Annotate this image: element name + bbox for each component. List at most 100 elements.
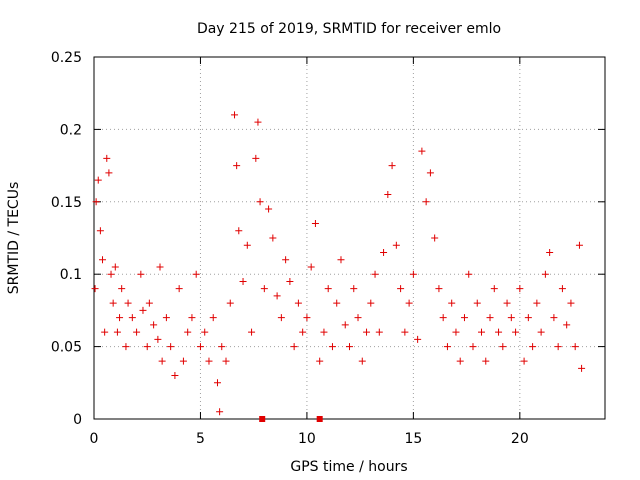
data-point: [341, 321, 349, 329]
data-point: [367, 299, 375, 307]
data-point: [231, 111, 239, 119]
data-point: [113, 328, 121, 336]
x-tick-label: 20: [511, 431, 529, 447]
data-point: [101, 328, 109, 336]
data-point: [550, 314, 558, 322]
data-point: [426, 169, 434, 177]
data-point: [239, 277, 247, 285]
data-point: [409, 270, 417, 278]
data-point: [465, 270, 473, 278]
data-point: [286, 277, 294, 285]
zero-marker: [316, 416, 323, 422]
data-point: [439, 314, 447, 322]
data-point: [99, 256, 107, 264]
data-point: [358, 357, 366, 365]
data-point: [541, 270, 549, 278]
data-point: [473, 299, 481, 307]
axis-ticks: 0 5 10 15 20 0 0.05 0.1 0.15 0.2 0.25: [51, 50, 605, 447]
data-point: [299, 328, 307, 336]
data-point: [103, 154, 111, 162]
data-point: [537, 328, 545, 336]
data-point: [371, 270, 379, 278]
data-point: [158, 357, 166, 365]
data-point: [571, 343, 579, 351]
data-point: [380, 248, 388, 256]
y-tick-label: 0.15: [51, 195, 82, 211]
data-point: [107, 270, 115, 278]
x-tick-label: 0: [90, 431, 99, 447]
data-point: [133, 328, 141, 336]
data-point: [122, 343, 130, 351]
data-point: [316, 357, 324, 365]
data-point: [179, 357, 187, 365]
data-point: [516, 285, 524, 293]
data-point: [435, 285, 443, 293]
data-point: [260, 285, 268, 293]
plot-frame: [93, 56, 606, 420]
data-point: [303, 314, 311, 322]
data-point: [226, 299, 234, 307]
data-point: [205, 357, 213, 365]
x-tick-label: 15: [404, 431, 422, 447]
data-point: [282, 256, 290, 264]
data-point: [175, 285, 183, 293]
data-point: [171, 372, 179, 380]
data-point: [94, 176, 102, 184]
data-point: [233, 162, 241, 170]
data-point: [218, 343, 226, 351]
data-point: [254, 118, 262, 126]
data-point: [405, 299, 413, 307]
data-point: [460, 314, 468, 322]
data-point: [448, 299, 456, 307]
data-point: [184, 328, 192, 336]
data-point: [188, 314, 196, 322]
y-tick-label: 0.25: [51, 50, 82, 66]
data-point: [337, 256, 345, 264]
data-point: [529, 343, 537, 351]
data-point: [503, 299, 511, 307]
data-point: [91, 285, 99, 293]
data-point: [554, 343, 562, 351]
x-tick-label: 10: [298, 431, 316, 447]
data-point: [507, 314, 515, 322]
data-point: [243, 241, 251, 249]
data-point: [499, 343, 507, 351]
data-point: [105, 169, 113, 177]
data-point: [478, 328, 486, 336]
data-point: [167, 343, 175, 351]
data-point: [346, 343, 353, 351]
data-point: [482, 357, 490, 365]
data-point: [388, 162, 396, 170]
data-point: [311, 220, 319, 228]
data-point: [456, 357, 464, 365]
data-point: [563, 321, 571, 329]
data-point: [350, 285, 358, 293]
data-point: [533, 299, 541, 307]
y-tick-label: 0: [73, 412, 82, 428]
data-point: [277, 314, 285, 322]
data-point: [139, 306, 147, 314]
y-tick-label: 0.2: [60, 122, 82, 138]
data-point: [307, 263, 315, 271]
data-point: [414, 335, 422, 343]
data-point: [256, 198, 264, 206]
data-point: [124, 299, 132, 307]
data-point: [354, 314, 362, 322]
data-point: [418, 147, 426, 155]
data-point: [363, 328, 371, 336]
data-point: [490, 285, 498, 293]
data-point: [495, 328, 503, 336]
data-point: [145, 299, 153, 307]
x-axis-label: GPS time / hours: [290, 459, 407, 475]
data-point: [137, 270, 145, 278]
data-point: [469, 343, 477, 351]
data-point: [196, 343, 204, 351]
data-point: [269, 234, 277, 242]
data-point: [452, 328, 460, 336]
data-point: [524, 314, 532, 322]
data-point: [333, 299, 341, 307]
y-tick-label: 0.1: [60, 267, 82, 283]
zero-marker: [259, 416, 266, 422]
data-point: [486, 314, 494, 322]
